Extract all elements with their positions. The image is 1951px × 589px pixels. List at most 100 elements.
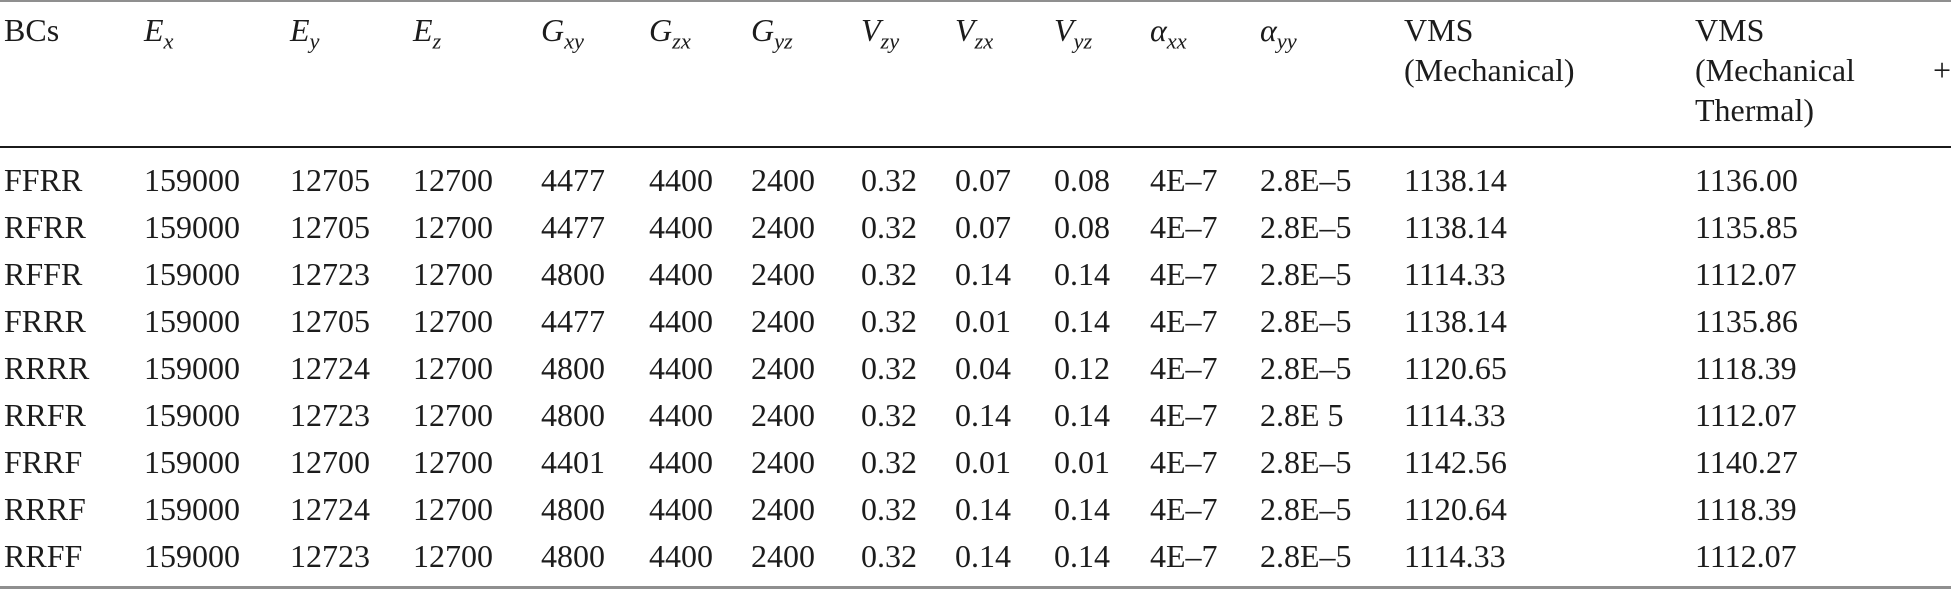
value-cell: 12723 (290, 538, 370, 574)
value-cell: 0.14 (955, 397, 1011, 433)
value-cell: 2400 (751, 538, 815, 574)
value-cell: 4400 (649, 444, 713, 480)
value-cell: 4E–7 (1150, 256, 1218, 292)
value-cell: 12724 (290, 491, 370, 527)
value-cell: 159000 (144, 350, 240, 386)
col-header-gyz: Gyz (751, 1, 861, 148)
value-cell: 1135.85 (1695, 209, 1798, 245)
table-row: RRFF 159000 12723 12700 4800 4400 2400 0.32 0.14… (0, 533, 1951, 588)
table-row: RFRR 159000 12705 12700 4477 4400 2400 0.32 0.07… (0, 204, 1951, 251)
value-cell: 12700 (413, 209, 493, 245)
value-cell: 0.14 (955, 538, 1011, 574)
table-body: FFRR 159000 12705 12700 4477 4400 2400 0.32 0.07… (0, 147, 1951, 588)
col-header-alpha-yy: αyy (1260, 1, 1404, 148)
col-header-vyz: Vyz (1054, 1, 1150, 148)
value-cell: 4E–7 (1150, 303, 1218, 339)
value-cell: 0.32 (861, 444, 917, 480)
bc-cell: FRRF (4, 444, 83, 480)
col-header-bcs: BCs (0, 1, 144, 148)
value-cell: 4400 (649, 491, 713, 527)
value-cell: 4477 (541, 303, 605, 339)
value-cell: 12724 (290, 350, 370, 386)
value-cell: 12700 (413, 538, 493, 574)
value-cell: 0.12 (1054, 350, 1110, 386)
value-cell: 2.8E–5 (1260, 350, 1352, 386)
value-cell: 4400 (649, 303, 713, 339)
value-cell: 0.14 (1054, 256, 1110, 292)
value-cell: 12700 (413, 444, 493, 480)
value-cell: 159000 (144, 303, 240, 339)
value-cell: 0.14 (1054, 397, 1110, 433)
value-cell: 2.8E–5 (1260, 209, 1352, 245)
col-header-ez: Ez (413, 1, 541, 148)
value-cell: 12705 (290, 209, 370, 245)
value-cell: 4800 (541, 538, 605, 574)
value-cell: 12705 (290, 162, 370, 198)
value-cell: 1118.39 (1695, 350, 1797, 386)
value-cell: 2400 (751, 209, 815, 245)
value-cell: 0.01 (955, 444, 1011, 480)
value-cell: 0.14 (955, 256, 1011, 292)
value-cell: 159000 (144, 491, 240, 527)
value-cell: 4800 (541, 491, 605, 527)
value-cell: 2.8E–5 (1260, 303, 1352, 339)
value-cell: 12723 (290, 397, 370, 433)
bc-cell: RFFR (4, 256, 83, 292)
col-header-gzx: Gzx (649, 1, 751, 148)
value-cell: 4400 (649, 162, 713, 198)
value-cell: 2400 (751, 256, 815, 292)
bc-cell: FRRR (4, 303, 86, 339)
value-cell: 4400 (649, 397, 713, 433)
value-cell: 1120.64 (1404, 491, 1507, 527)
value-cell: 2400 (751, 444, 815, 480)
value-cell: 1136.00 (1695, 162, 1798, 198)
value-cell: 4400 (649, 538, 713, 574)
col-header-ex: Ex (144, 1, 290, 148)
value-cell: 12700 (290, 444, 370, 480)
bc-cell: FFRR (4, 162, 83, 198)
header-row: BCs Ex Ey Ez Gxy Gzx Gyz Vzy Vzx Vyz αxx… (0, 1, 1951, 148)
value-cell: 4477 (541, 162, 605, 198)
value-cell: 0.07 (955, 209, 1011, 245)
value-cell: 4E–7 (1150, 397, 1218, 433)
value-cell: 4E–7 (1150, 538, 1218, 574)
value-cell: 0.14 (1054, 491, 1110, 527)
value-cell: 0.01 (955, 303, 1011, 339)
value-cell: 4401 (541, 444, 605, 480)
value-cell: 1138.14 (1404, 162, 1507, 198)
bc-cell: RRRR (4, 350, 90, 386)
value-cell: 4E–7 (1150, 491, 1218, 527)
value-cell: 1118.39 (1695, 491, 1797, 527)
value-cell: 0.32 (861, 209, 917, 245)
value-cell: 0.14 (1054, 538, 1110, 574)
value-cell: 4400 (649, 350, 713, 386)
value-cell: 0.32 (861, 397, 917, 433)
value-cell: 4400 (649, 209, 713, 245)
value-cell: 12700 (413, 162, 493, 198)
table-row: RRRR 159000 12724 12700 4800 4400 2400 0.32 0.04… (0, 345, 1951, 392)
value-cell: 0.01 (1054, 444, 1110, 480)
value-cell: 2400 (751, 350, 815, 386)
value-cell: 2.8E–5 (1260, 256, 1352, 292)
col-header-alpha-xx: αxx (1150, 1, 1260, 148)
table-row: RRFR 159000 12723 12700 4800 4400 2400 0.32 0.14… (0, 392, 1951, 439)
value-cell: 2400 (751, 303, 815, 339)
value-cell: 0.07 (955, 162, 1011, 198)
value-cell: 0.32 (861, 303, 917, 339)
bc-cell: RRRF (4, 491, 86, 527)
value-cell: 2.8E 5 (1260, 397, 1344, 433)
bc-cell: RRFR (4, 397, 86, 433)
value-cell: 1138.14 (1404, 209, 1507, 245)
value-cell: 12723 (290, 256, 370, 292)
value-cell: 1142.56 (1404, 444, 1507, 480)
value-cell: 12700 (413, 491, 493, 527)
col-header-vzx: Vzx (955, 1, 1054, 148)
value-cell: 1112.07 (1695, 538, 1797, 574)
value-cell: 159000 (144, 256, 240, 292)
value-cell: 12700 (413, 350, 493, 386)
col-header-gxy: Gxy (541, 1, 649, 148)
value-cell: 1112.07 (1695, 256, 1797, 292)
value-cell: 0.14 (1054, 303, 1110, 339)
value-cell: 0.32 (861, 491, 917, 527)
